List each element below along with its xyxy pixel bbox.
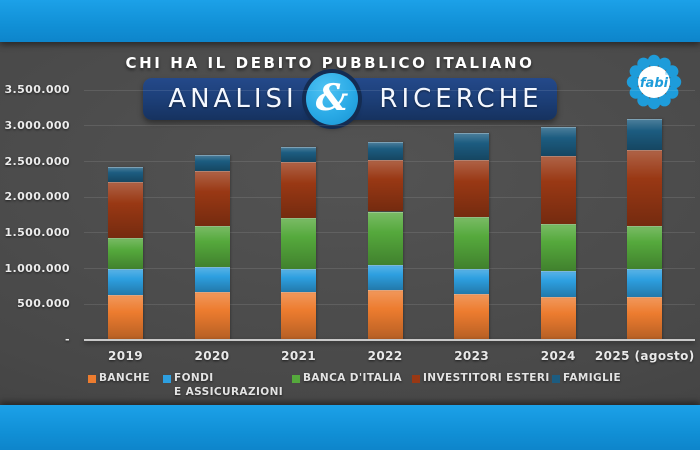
y-axis-label: 1.000.000 [4,261,70,275]
x-axis-line [84,339,695,341]
bar-segment-banca-d-italia-2023 [454,217,490,269]
bar-segment-banche-2023 [454,294,490,340]
bar-segment-investitori-esteri-2021 [281,162,317,218]
bar-segment-banche-2024 [540,297,576,340]
banner-word-ricerche: RICERCHE [379,84,543,114]
x-axis-label-2019: 2019 [108,349,143,363]
fabi-flower-icon: fabi ® [626,54,682,110]
svg-text:®: ® [665,70,670,77]
legend-swatch-banca-d-italia [292,375,300,383]
x-axis-label-2020: 2020 [194,349,230,363]
y-axis-label: 2.000.000 [4,190,70,204]
bar-segment-fondi-e-assicurazioni-2025-agosto [627,268,663,298]
bar-segment-banca-d-italia-2022 [367,211,403,265]
bar-2019 [108,0,143,340]
y-axis-label: 2.500.000 [4,154,70,168]
bar-2024 [540,0,576,340]
bar-segment-fondi-e-assicurazioni-2020 [194,267,230,293]
svg-text:fabi: fabi [640,76,669,91]
bar-segment-banca-d-italia-2019 [108,237,143,269]
x-axis-label-2024: 2024 [540,349,576,363]
bar-segment-banche-2022 [367,290,403,340]
legend-label: INVESTITORI ESTERI [423,372,550,384]
x-axis-label-2021: 2021 [281,349,317,363]
fabi-flower-logo: fabi ® [626,54,682,110]
bar-2023 [454,0,490,340]
bar-segment-banca-d-italia-2024 [540,223,576,272]
bar-segment-fondi-e-assicurazioni-2024 [540,271,576,298]
y-axis-label: - [65,333,70,346]
bar-segment-famiglie-2020 [194,155,230,172]
bar-segment-investitori-esteri-2024 [540,155,576,224]
bottom-blue-band [0,405,700,450]
ampersand-badge-icon: & [306,73,358,125]
bar-2022 [367,0,403,340]
ampersand-glyph: & [315,77,349,119]
bar-segment-investitori-esteri-2020 [194,171,230,227]
bar-segment-famiglie-2024 [540,127,576,156]
legend-swatch-banche [88,375,96,383]
legend-label: BANCHE [99,372,150,384]
legend-swatch-fondi [163,375,171,383]
bar-segment-banca-d-italia-2020 [194,226,230,268]
page-title: CHI HA IL DEBITO PUBBLICO ITALIANO [125,54,535,72]
bar-segment-banche-2021 [281,292,317,340]
bar-segment-famiglie-2022 [367,142,403,161]
x-axis-label-2022: 2022 [367,349,403,363]
y-axis-label: 3.000.000 [4,118,70,132]
gridline [84,125,695,127]
y-axis-label: 3.500.000 [4,83,70,97]
gridline [84,89,695,91]
bar-segment-famiglie-2021 [281,147,317,163]
bar-2025-agosto [627,0,663,340]
bar-segment-famiglie-2019 [108,167,143,182]
legend-label: FAMIGLIE [563,372,622,384]
x-axis-label-2025-agosto: 2025 (agosto) [594,349,695,363]
bar-segment-banche-2019 [108,295,143,340]
bar-segment-banca-d-italia-2025-agosto [627,225,663,269]
bar-2020 [194,0,230,340]
banner-word-analisi: ANALISI [168,84,298,114]
bar-segment-fondi-e-assicurazioni-2019 [108,268,143,296]
top-blue-band [0,0,700,42]
bar-segment-investitori-esteri-2022 [367,160,403,212]
bar-segment-fondi-e-assicurazioni-2023 [454,268,490,295]
bar-segment-investitori-esteri-2025-agosto [627,150,663,226]
bar-segment-famiglie-2025-agosto [627,118,663,151]
y-axis-label: 500.000 [17,297,70,311]
legend-label: BANCA D'ITALIA [303,372,403,384]
legend-label: FONDI E ASSICURAZIONI [174,372,284,398]
bar-segment-investitori-esteri-2023 [454,160,490,218]
bar-2021 [281,0,317,340]
bar-segment-fondi-e-assicurazioni-2021 [281,268,317,293]
bar-segment-fondi-e-assicurazioni-2022 [367,264,403,291]
legend-swatch-famiglie [552,375,560,383]
bar-segment-banche-2020 [194,292,230,340]
x-axis-label-2023: 2023 [454,349,490,363]
y-axis-label: 1.500.000 [4,225,70,239]
bar-segment-famiglie-2023 [454,132,490,161]
bar-segment-banca-d-italia-2021 [281,217,317,269]
bar-segment-banche-2025-agosto [627,297,663,340]
bar-segment-investitori-esteri-2019 [108,181,143,238]
legend-swatch-investitori-esteri [412,375,420,383]
